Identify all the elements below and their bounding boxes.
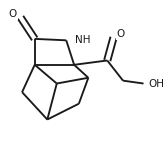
- Text: O: O: [117, 29, 125, 39]
- Text: NH: NH: [75, 35, 90, 45]
- Text: OH: OH: [148, 78, 164, 89]
- Text: O: O: [8, 9, 17, 19]
